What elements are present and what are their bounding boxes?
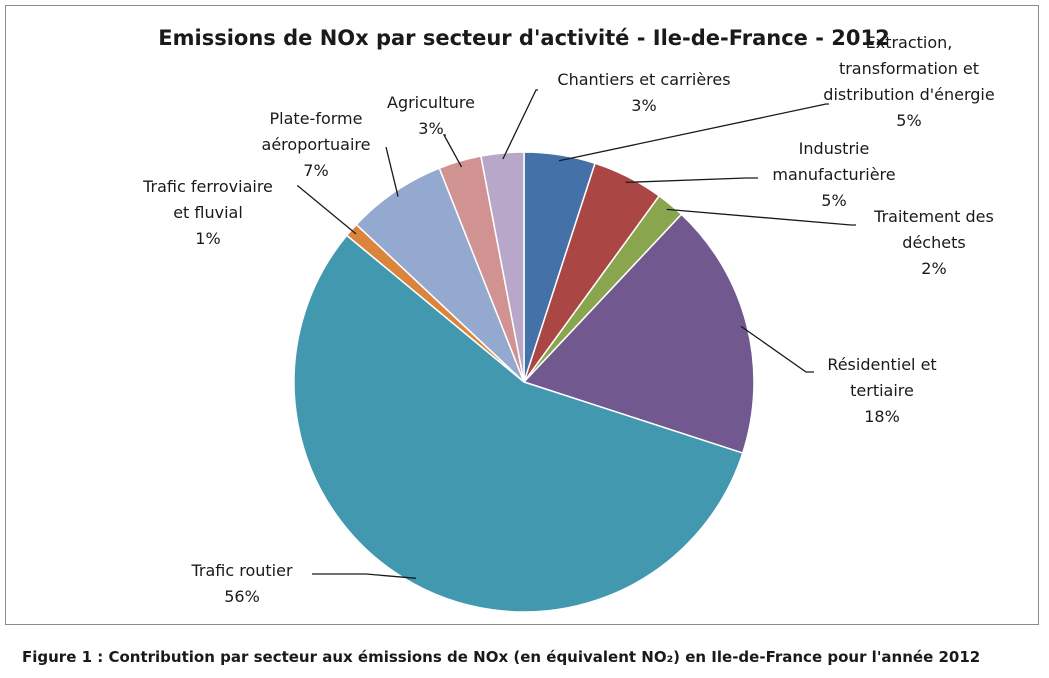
chart-title: Emissions de NOx par secteur d'activité … [158,26,889,50]
pie-slice-7 [355,167,525,383]
slice-label-line: Chantiers et carrières [557,70,730,89]
slice-label-9: Chantiers et carrières 3% [557,70,730,115]
leader-line-9 [502,89,538,160]
chart-frame: Emissions de NOx par secteur d'activité … [5,5,1039,625]
slice-label-2: Industrie manufacturière 5% [772,139,895,210]
slice-label-line: aéroportuaire [262,135,371,154]
slice-label-line: déchets [902,233,965,252]
pie-slice-4 [522,213,755,455]
leader-line-7 [385,146,399,197]
slice-labels: Extraction, transformation et distribution… [142,33,995,606]
slice-value: 2% [921,259,946,278]
leader-lines [297,89,856,579]
slice-label-1: Extraction, transformation et distribution… [823,33,994,130]
leader-line-2 [625,177,758,184]
slice-label-line: Plate-forme [270,109,363,128]
pie-slice-5 [293,234,744,613]
slice-value: 18% [864,407,900,426]
pie-slice-9 [480,151,525,383]
slice-label-line: distribution d'énergie [823,85,994,104]
leader-line-1 [558,103,829,162]
slice-value: 3% [418,119,443,138]
slice-label-line: et fluvial [173,203,243,222]
leader-line-6 [297,185,357,235]
slice-label-line: Extraction, [866,33,953,52]
slice-label-line: Agriculture [387,93,475,112]
pie-chart: Emissions de NOx par secteur d'activité … [142,26,995,613]
slice-label-line: Trafic routier [190,561,292,580]
slice-label-6: Trafic ferroviaire et fluvial 1% [142,177,273,248]
slice-label-7: Plate-forme aéroportuaire 7% [262,109,371,180]
leader-line-8 [442,134,463,168]
slice-label-5: Trafic routier 56% [190,561,292,606]
slice-label-line: Traitement des [873,207,994,226]
slice-label-line: Résidentiel et [827,355,936,374]
slice-label-line: manufacturière [772,165,895,184]
slice-value: 1% [195,229,220,248]
slice-label-3: Traitement des déchets 2% [873,207,994,278]
slice-label-line: tertiaire [850,381,914,400]
slices-layer [293,151,755,613]
slice-value: 56% [224,587,260,606]
slice-label-8: Agriculture 3% [387,93,475,138]
slice-value: 5% [896,111,921,130]
leader-line-3 [666,208,856,226]
slice-label-4: Résidentiel et tertiaire 18% [827,355,936,426]
slice-value: 5% [821,191,846,210]
figure-caption: Figure 1 : Contribution par secteur aux … [22,648,981,666]
slice-value: 3% [631,96,656,115]
leader-line-4 [740,325,814,373]
leader-line-5 [312,573,417,579]
slice-label-line: transformation et [839,59,979,78]
slice-label-line: Trafic ferroviaire [142,177,273,196]
slice-value: 7% [303,161,328,180]
slice-label-line: Industrie [799,139,870,158]
